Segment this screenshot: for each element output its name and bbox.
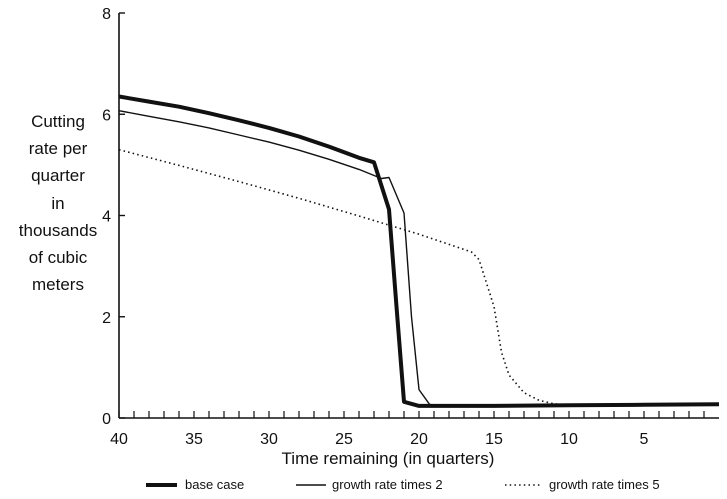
x-ticks: 40 35 30 25 20 15 10 5	[110, 411, 705, 448]
y-tick-label: 2	[102, 310, 111, 327]
series-line	[118, 94, 720, 408]
series-line	[118, 148, 720, 407]
legend-label: base case	[185, 477, 244, 492]
x-tick-label: 25	[335, 431, 353, 448]
y-ticks: 0 2 4 6 8	[102, 6, 125, 428]
series-lines	[118, 94, 720, 408]
y-axis-label-line: of cubic	[28, 248, 88, 268]
legend-label: growth rate times 5	[549, 477, 660, 492]
y-axis-label-line: in	[51, 193, 65, 213]
axes	[118, 13, 719, 419]
y-axis-label-line: meters	[32, 275, 84, 295]
x-tick-label: 15	[485, 431, 503, 448]
x-tick-label: 5	[640, 431, 649, 448]
legend-label: growth rate times 2	[332, 477, 443, 492]
y-axis-label-line: rate per	[28, 139, 88, 159]
x-tick-label: 30	[260, 431, 278, 448]
y-tick-label: 0	[102, 411, 111, 428]
y-axis-label: Cutting rate per quarter in thousands of…	[0, 108, 116, 298]
legend: base case growth rate times 2 growth rate …	[146, 477, 660, 492]
x-tick-label: 20	[410, 431, 428, 448]
y-axis-label-line: quarter	[31, 166, 85, 186]
series-line	[118, 110, 720, 406]
x-tick-label: 35	[185, 431, 203, 448]
y-tick-label: 4	[102, 209, 111, 226]
x-tick-label: 10	[560, 431, 578, 448]
x-axis-label: Time remaining (in quarters)	[282, 449, 495, 468]
x-tick-label: 40	[110, 431, 128, 448]
y-tick-label: 8	[102, 6, 111, 23]
y-tick-label: 6	[102, 107, 111, 124]
y-axis-label-line: thousands	[18, 220, 98, 240]
y-axis-label-line: Cutting	[31, 112, 85, 131]
